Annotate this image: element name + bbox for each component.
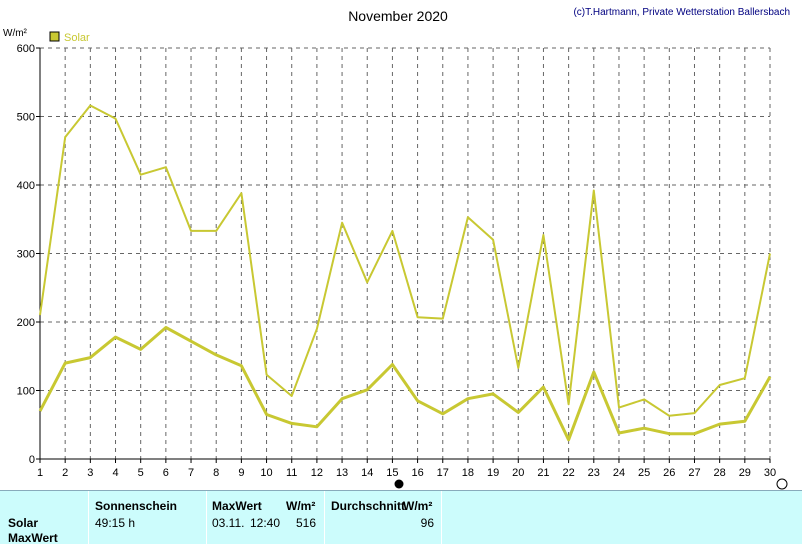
x-tick-label: 22 xyxy=(562,467,574,479)
x-tick-label: 13 xyxy=(336,467,348,479)
series-line-average xyxy=(38,326,772,442)
x-tick-label: 9 xyxy=(238,467,244,479)
value-max-date: 03.11. xyxy=(212,516,245,530)
header-maxwert-unit: W/m² xyxy=(286,499,316,513)
value-max: 516 xyxy=(295,516,316,530)
x-tick-label: 24 xyxy=(613,467,625,479)
x-ticks: 1 2 3 4 5 6 7 8 9 10 11 12 13 14 15 16 17 18 19 20 21 22 23 24 2… xyxy=(37,459,776,479)
legend-label: Solar xyxy=(64,32,90,44)
x-tick-label: 28 xyxy=(714,467,726,479)
solar-chart: November 2020 (c)T.Hartmann, Private Wet… xyxy=(3,7,790,490)
x-tick-label: 3 xyxy=(87,467,93,479)
x-tick-label: 12 xyxy=(311,467,323,479)
x-tick-label: 30 xyxy=(764,467,776,479)
x-tick-label: 11 xyxy=(286,467,297,479)
grid xyxy=(40,47,771,459)
x-tick-label: 21 xyxy=(537,467,549,479)
x-tick-label: 5 xyxy=(138,467,144,479)
x-tick-label: 19 xyxy=(487,467,499,479)
x-tick-label: 27 xyxy=(688,467,700,479)
header-durchschnitt-unit: W/m² xyxy=(403,499,433,513)
x-tick-label: 10 xyxy=(260,467,272,479)
row-label-solar: Solar xyxy=(8,516,39,530)
full-moon-icon xyxy=(776,478,788,490)
x-tick-label: 17 xyxy=(437,467,449,479)
y-axis-unit: W/m² xyxy=(3,28,28,39)
new-moon-icon xyxy=(394,479,404,489)
header-sonnenschein: Sonnenschein xyxy=(95,499,178,513)
x-tick-label: 14 xyxy=(361,467,373,479)
y-tick-label: 500 xyxy=(17,112,35,124)
series-group xyxy=(38,104,772,442)
x-tick-label: 7 xyxy=(188,467,194,479)
series-line-max xyxy=(39,104,771,417)
x-tick-label: 20 xyxy=(512,467,524,479)
x-tick-label: 29 xyxy=(739,467,751,479)
x-tick-label: 1 xyxy=(37,467,43,479)
row-label-maxwert: MaxWert xyxy=(8,531,58,545)
x-tick-label: 26 xyxy=(663,467,675,479)
x-tick-label: 18 xyxy=(462,467,474,479)
y-tick-label: 100 xyxy=(17,386,35,398)
x-tick-label: 25 xyxy=(638,467,650,479)
y-tick-label: 400 xyxy=(17,180,35,192)
y-tick-label: 200 xyxy=(17,317,35,329)
value-sonnenschein: 49:15 h xyxy=(95,516,136,530)
y-tick-label: 0 xyxy=(29,454,35,466)
y-tick-label: 600 xyxy=(17,43,35,55)
value-avg: 96 xyxy=(420,516,434,530)
x-tick-label: 15 xyxy=(386,467,398,479)
header-durchschnitt: Durchschnitt xyxy=(331,499,406,513)
stats-table: Sonnenschein MaxWert W/m² Durchschnitt W… xyxy=(0,490,802,545)
legend-swatch xyxy=(49,31,60,42)
y-tick-label: 300 xyxy=(17,249,35,261)
x-tick-label: 23 xyxy=(588,467,600,479)
value-max-time: 12:40 xyxy=(250,516,281,530)
chart-credit: (c)T.Hartmann, Private Wetterstation Bal… xyxy=(573,7,790,18)
x-tick-label: 8 xyxy=(213,467,219,479)
chart-title: November 2020 xyxy=(348,8,448,24)
x-tick-label: 16 xyxy=(411,467,423,479)
x-tick-label: 2 xyxy=(62,467,68,479)
y-ticks: 0 100 200 300 400 500 600 xyxy=(17,43,40,466)
header-maxwert: MaxWert xyxy=(212,499,262,513)
x-tick-label: 6 xyxy=(163,467,169,479)
x-tick-label: 4 xyxy=(112,467,118,479)
